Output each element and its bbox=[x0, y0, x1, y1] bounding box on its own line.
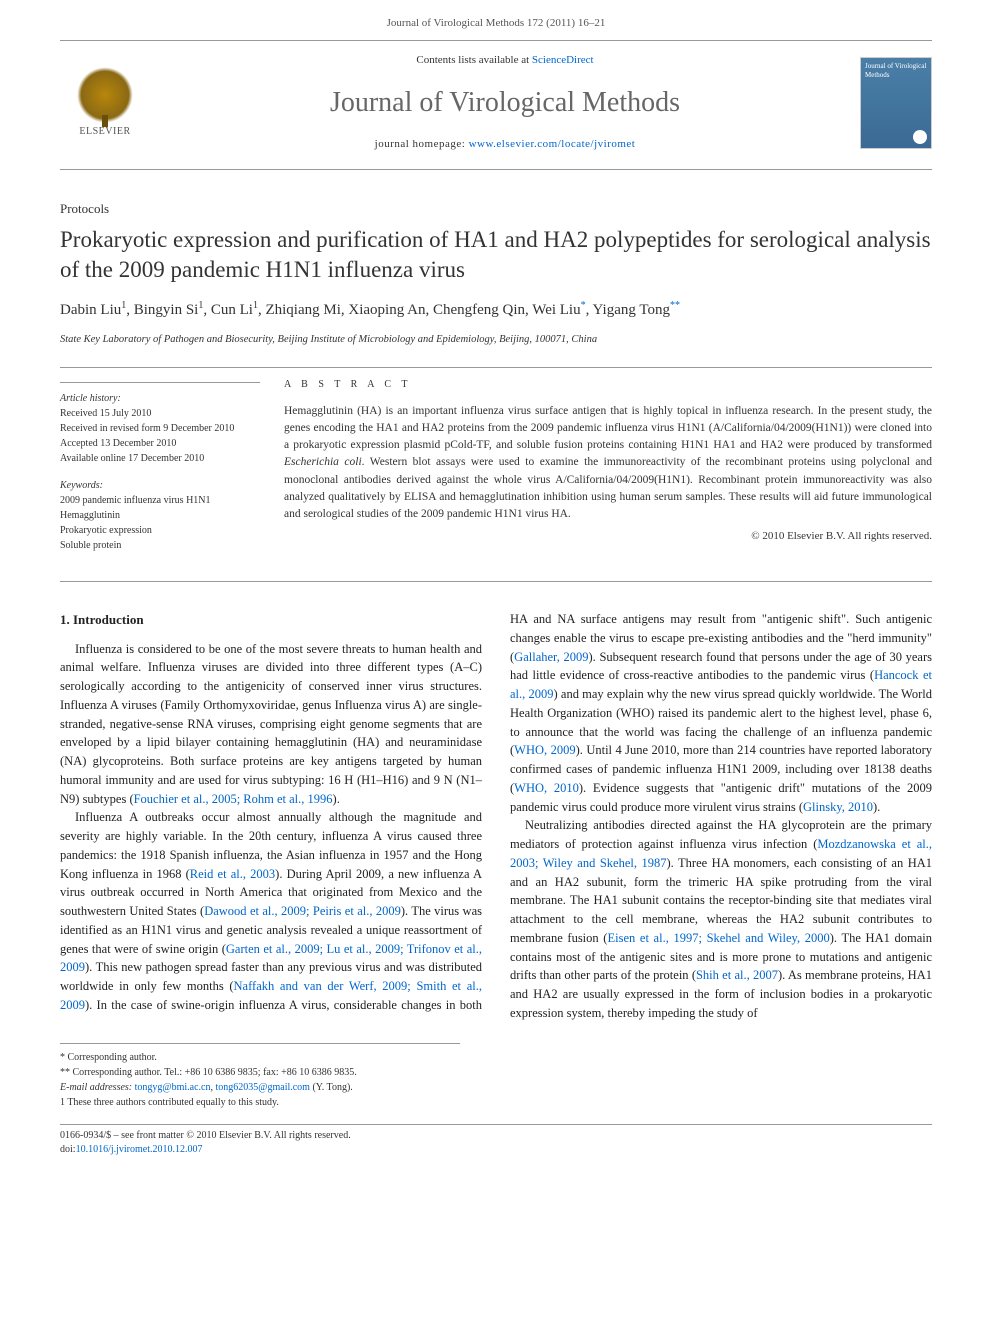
footnote-email: E-mail addresses: tongyg@bmi.ac.cn, tong… bbox=[60, 1080, 460, 1095]
body-text: 1. Introduction Influenza is considered … bbox=[60, 610, 932, 1023]
history-item: Received in revised form 9 December 2010 bbox=[60, 421, 260, 436]
copyright-line: 0166-0934/$ – see front matter © 2010 El… bbox=[60, 1129, 351, 1144]
cover-thumbnail: Journal of Virological Methods bbox=[860, 57, 932, 149]
keyword: Soluble protein bbox=[60, 538, 260, 553]
keywords-heading: Keywords: bbox=[60, 478, 260, 493]
citation-link[interactable]: Dawood et al., 2009; Peiris et al., 2009 bbox=[204, 904, 401, 918]
keyword: Hemagglutinin bbox=[60, 508, 260, 523]
footer: 0166-0934/$ – see front matter © 2010 El… bbox=[60, 1124, 932, 1158]
email-link[interactable]: tong62035@gmail.com bbox=[215, 1082, 309, 1093]
history-item: Available online 17 December 2010 bbox=[60, 451, 260, 466]
running-head: Journal of Virological Methods 172 (2011… bbox=[0, 0, 992, 40]
abstract-heading: A B S T R A C T bbox=[284, 378, 932, 393]
footnote-corr1: * Corresponding author. bbox=[60, 1050, 460, 1065]
keywords-block: Keywords: 2009 pandemic influenza virus … bbox=[60, 478, 260, 553]
citation-link[interactable]: Gallaher, 2009 bbox=[514, 650, 588, 664]
authors: Dabin Liu1, Bingyin Si1, Cun Li1, Zhiqia… bbox=[60, 299, 932, 322]
doi-link[interactable]: 10.1016/j.jviromet.2010.12.007 bbox=[76, 1144, 203, 1155]
article-info-column: Article history: Received 15 July 2010 R… bbox=[60, 382, 260, 565]
journal-name: Journal of Virological Methods bbox=[170, 83, 840, 124]
abstract-column: A B S T R A C T Hemagglutinin (HA) is an… bbox=[284, 378, 932, 565]
footnote-equal-contribution: 1 These three authors contributed equall… bbox=[60, 1095, 460, 1110]
doi-line: doi:10.1016/j.jviromet.2010.12.007 bbox=[60, 1143, 351, 1158]
citation-link[interactable]: WHO, 2009 bbox=[514, 743, 575, 757]
article-type: Protocols bbox=[60, 200, 932, 219]
footer-left: 0166-0934/$ – see front matter © 2010 El… bbox=[60, 1129, 351, 1158]
homepage-link[interactable]: www.elsevier.com/locate/jviromet bbox=[469, 138, 636, 150]
citation-link[interactable]: WHO, 2010 bbox=[514, 781, 579, 795]
homepage-line: journal homepage: www.elsevier.com/locat… bbox=[170, 137, 840, 153]
meta-abstract-row: Article history: Received 15 July 2010 R… bbox=[60, 367, 932, 582]
citation-link[interactable]: Fouchier et al., 2005; Rohm et al., 1996 bbox=[134, 792, 333, 806]
email-link[interactable]: tongyg@bmi.ac.cn bbox=[135, 1082, 211, 1093]
masthead-center: Contents lists available at ScienceDirec… bbox=[150, 53, 860, 153]
citation-link[interactable]: Glinsky, 2010 bbox=[803, 800, 873, 814]
article-title: Prokaryotic expression and purification … bbox=[60, 225, 932, 285]
elsevier-logo: ELSEVIER bbox=[60, 67, 150, 140]
history-item: Accepted 13 December 2010 bbox=[60, 436, 260, 451]
masthead: ELSEVIER Contents lists available at Sci… bbox=[60, 40, 932, 170]
keyword: Prokaryotic expression bbox=[60, 523, 260, 538]
history-heading: Article history: bbox=[60, 391, 260, 406]
homepage-prefix: journal homepage: bbox=[375, 138, 469, 150]
abstract-copyright: © 2010 Elsevier B.V. All rights reserved… bbox=[284, 529, 932, 545]
contents-prefix: Contents lists available at bbox=[416, 54, 531, 66]
citation-link[interactable]: Eisen et al., 1997; Skehel and Wiley, 20… bbox=[607, 931, 829, 945]
section-heading: 1. Introduction bbox=[60, 610, 482, 630]
citation-link[interactable]: Shih et al., 2007 bbox=[696, 968, 778, 982]
body-paragraph: Influenza is considered to be one of the… bbox=[60, 640, 482, 809]
citation-link[interactable]: Reid et al., 2003 bbox=[190, 867, 275, 881]
keyword: 2009 pandemic influenza virus H1N1 bbox=[60, 493, 260, 508]
cover-text: Journal of Virological Methods bbox=[861, 58, 931, 83]
email-label: E-mail addresses: bbox=[60, 1082, 135, 1093]
affiliation: State Key Laboratory of Pathogen and Bio… bbox=[60, 332, 932, 347]
publisher-label: ELSEVIER bbox=[60, 125, 150, 140]
footnote-corr2: ** Corresponding author. Tel.: +86 10 63… bbox=[60, 1065, 460, 1080]
cover-badge-icon bbox=[913, 130, 927, 144]
sciencedirect-link[interactable]: ScienceDirect bbox=[532, 54, 594, 66]
article-history: Article history: Received 15 July 2010 R… bbox=[60, 391, 260, 466]
history-item: Received 15 July 2010 bbox=[60, 406, 260, 421]
elsevier-tree-icon bbox=[77, 67, 133, 123]
abstract-text: Hemagglutinin (HA) is an important influ… bbox=[284, 403, 932, 524]
body-paragraph: Neutralizing antibodies directed against… bbox=[510, 816, 932, 1022]
contents-line: Contents lists available at ScienceDirec… bbox=[170, 53, 840, 69]
footnotes: * Corresponding author. ** Corresponding… bbox=[60, 1043, 460, 1110]
